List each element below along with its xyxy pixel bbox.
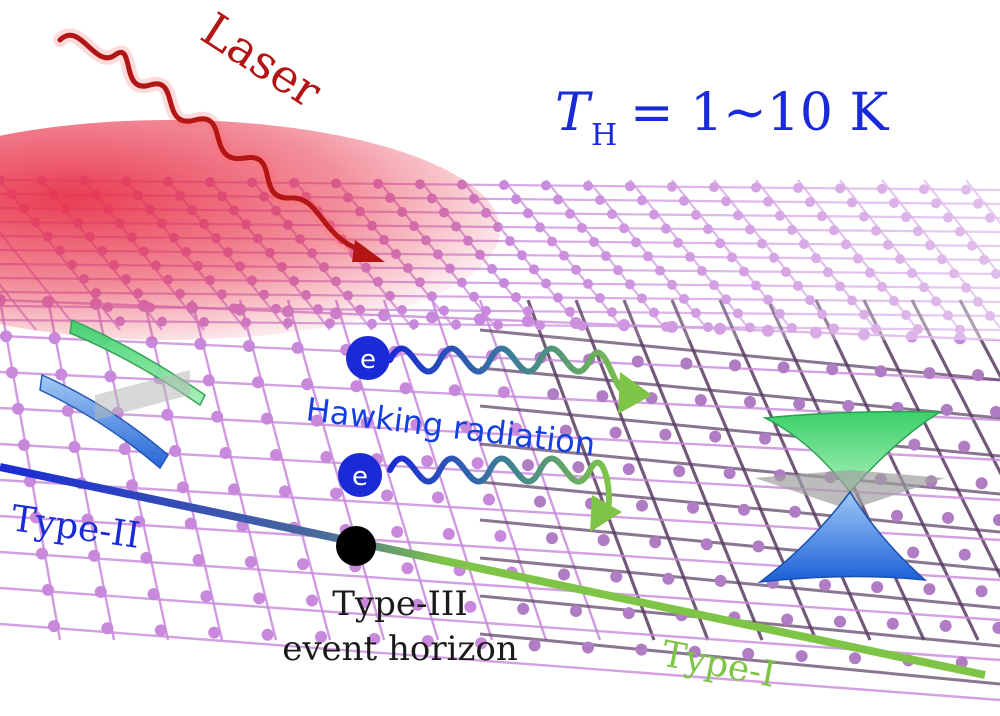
hawking-radiation-waves xyxy=(387,345,652,532)
type-ii-cone-icon xyxy=(39,318,206,470)
electron-lower: e xyxy=(338,453,382,497)
wave-lower-arrowhead xyxy=(590,495,622,532)
laser-glow xyxy=(0,120,500,340)
event-horizon-label: event horizon xyxy=(282,629,518,669)
type-i-cone-icon xyxy=(755,410,945,584)
wave-lower xyxy=(387,455,613,515)
temperature-relation: = 1~10 K xyxy=(630,83,889,143)
laser-arrowhead xyxy=(352,240,385,262)
wave-upper xyxy=(387,345,631,396)
lattice-fade xyxy=(500,160,1000,340)
hawking-radiation-label: Hawking radiation xyxy=(304,390,597,463)
hawking-temperature: T H = 1~10 K xyxy=(555,83,889,153)
temperature-subscript: H xyxy=(591,118,617,153)
type-ii-label: Type-II xyxy=(9,498,143,557)
laser-label: Laser xyxy=(192,2,331,119)
electron-upper-label: e xyxy=(360,345,376,375)
type-iii-label: Type-III xyxy=(332,584,468,624)
wave-upper-arrowhead xyxy=(618,372,652,414)
temperature-symbol: T xyxy=(555,83,593,143)
electron-lower-label: e xyxy=(352,462,368,492)
laser-beam xyxy=(53,28,385,262)
electron-upper: e xyxy=(346,336,390,380)
event-horizon-point xyxy=(336,526,376,566)
horizon-line xyxy=(0,463,986,679)
